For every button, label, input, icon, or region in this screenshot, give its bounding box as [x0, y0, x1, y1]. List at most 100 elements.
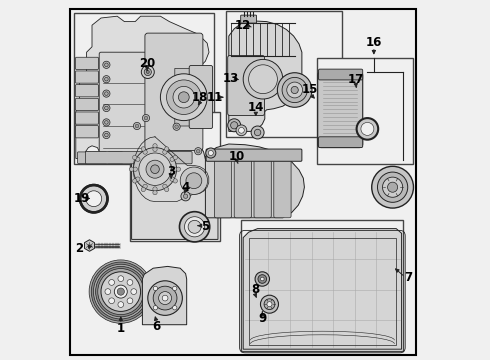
Text: 11: 11	[206, 91, 222, 104]
Circle shape	[377, 172, 408, 202]
Circle shape	[388, 182, 398, 192]
Circle shape	[133, 122, 141, 130]
Circle shape	[173, 123, 180, 130]
Circle shape	[86, 191, 102, 207]
Circle shape	[172, 167, 177, 171]
Circle shape	[243, 59, 283, 99]
Circle shape	[153, 306, 158, 310]
Circle shape	[148, 281, 182, 315]
Circle shape	[173, 86, 195, 108]
Circle shape	[105, 289, 111, 294]
Polygon shape	[205, 144, 304, 218]
Circle shape	[264, 299, 275, 310]
FancyBboxPatch shape	[75, 98, 98, 111]
Polygon shape	[229, 21, 302, 131]
Circle shape	[258, 275, 267, 283]
Text: 5: 5	[201, 220, 210, 233]
Circle shape	[167, 80, 201, 114]
Circle shape	[133, 156, 137, 160]
Bar	[74, 13, 215, 164]
FancyBboxPatch shape	[77, 152, 92, 163]
FancyBboxPatch shape	[228, 55, 265, 116]
FancyBboxPatch shape	[75, 85, 98, 97]
Circle shape	[195, 148, 202, 155]
FancyBboxPatch shape	[92, 152, 106, 163]
FancyBboxPatch shape	[206, 149, 302, 161]
Circle shape	[153, 144, 157, 148]
Circle shape	[143, 184, 147, 189]
FancyBboxPatch shape	[75, 112, 98, 124]
FancyBboxPatch shape	[234, 158, 251, 218]
FancyBboxPatch shape	[75, 71, 98, 83]
FancyBboxPatch shape	[108, 152, 122, 163]
Text: 19: 19	[74, 192, 91, 205]
FancyBboxPatch shape	[86, 152, 192, 164]
Circle shape	[206, 148, 216, 158]
Circle shape	[251, 126, 264, 139]
Text: 14: 14	[247, 101, 264, 114]
Polygon shape	[243, 229, 402, 349]
Circle shape	[282, 77, 307, 103]
Circle shape	[179, 212, 210, 242]
Circle shape	[176, 167, 180, 171]
Circle shape	[118, 276, 123, 282]
Text: 10: 10	[229, 150, 245, 163]
Circle shape	[186, 173, 202, 189]
Circle shape	[114, 285, 127, 298]
Circle shape	[196, 149, 200, 153]
Circle shape	[101, 272, 141, 311]
Circle shape	[94, 264, 148, 319]
Circle shape	[103, 61, 110, 68]
Circle shape	[103, 119, 110, 126]
Circle shape	[96, 266, 146, 317]
Circle shape	[131, 289, 137, 294]
Circle shape	[127, 280, 133, 285]
Circle shape	[160, 74, 207, 121]
Bar	[317, 58, 414, 164]
Circle shape	[261, 295, 278, 313]
FancyBboxPatch shape	[254, 158, 271, 218]
Circle shape	[133, 167, 137, 171]
Circle shape	[173, 179, 177, 183]
Circle shape	[89, 260, 152, 323]
Bar	[242, 220, 403, 351]
Circle shape	[261, 277, 264, 281]
Circle shape	[239, 127, 245, 133]
Circle shape	[144, 68, 151, 76]
Circle shape	[103, 104, 110, 112]
Circle shape	[277, 73, 312, 107]
Circle shape	[91, 262, 150, 321]
Circle shape	[104, 121, 108, 124]
Text: 2: 2	[75, 242, 83, 255]
Text: 20: 20	[139, 57, 155, 69]
Circle shape	[163, 184, 167, 189]
Circle shape	[118, 302, 123, 307]
Text: 18: 18	[192, 91, 208, 104]
Polygon shape	[175, 68, 198, 126]
Circle shape	[143, 150, 147, 154]
Circle shape	[173, 156, 177, 160]
Text: 9: 9	[258, 312, 267, 325]
Circle shape	[104, 77, 108, 81]
Text: 15: 15	[302, 83, 318, 96]
Circle shape	[135, 124, 139, 128]
Circle shape	[180, 167, 208, 194]
Circle shape	[185, 217, 205, 237]
Circle shape	[141, 187, 146, 192]
Circle shape	[170, 177, 174, 181]
Circle shape	[153, 190, 157, 195]
Bar	[226, 11, 342, 137]
Circle shape	[103, 76, 110, 83]
Circle shape	[80, 185, 107, 212]
Circle shape	[175, 125, 178, 129]
Circle shape	[165, 147, 169, 151]
Circle shape	[231, 122, 238, 129]
Circle shape	[357, 118, 378, 140]
FancyBboxPatch shape	[318, 137, 363, 148]
FancyBboxPatch shape	[241, 15, 257, 23]
Circle shape	[159, 292, 171, 305]
Circle shape	[383, 177, 403, 197]
Circle shape	[146, 160, 164, 178]
Circle shape	[133, 148, 176, 191]
FancyBboxPatch shape	[75, 126, 98, 138]
